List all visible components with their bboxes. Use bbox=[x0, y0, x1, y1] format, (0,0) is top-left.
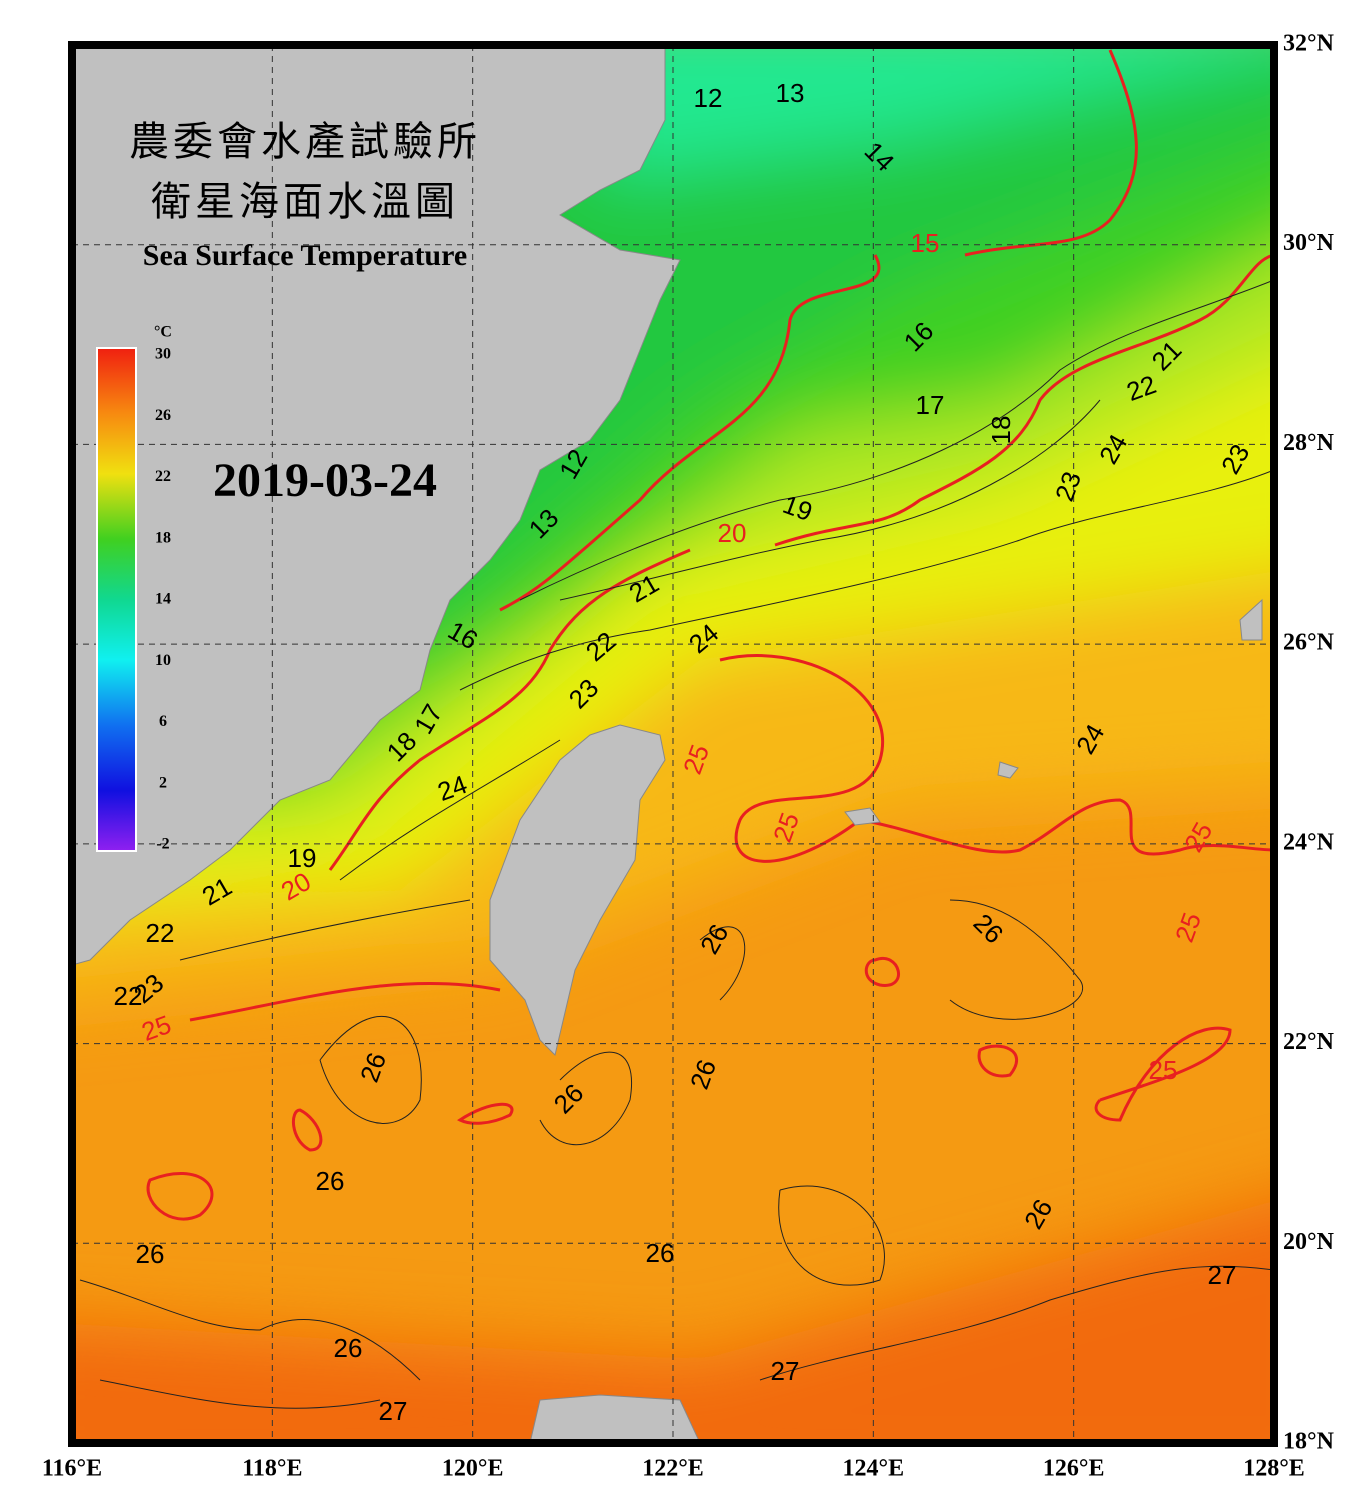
x-tick-label: 126°E bbox=[1043, 1456, 1105, 1482]
y-tick-label: 32°N bbox=[1283, 31, 1335, 57]
y-tick-label: 20°N bbox=[1283, 1229, 1335, 1255]
contour-label: 26 bbox=[646, 1238, 675, 1268]
colorbar-tick-label: 30 bbox=[155, 346, 171, 363]
x-tick-label: 124°E bbox=[843, 1456, 905, 1482]
contour-label: 22 bbox=[146, 918, 175, 948]
colorbar-tick-label: -2 bbox=[156, 836, 169, 853]
y-tick-label: 22°N bbox=[1283, 1029, 1335, 1055]
contour-label: 26 bbox=[316, 1166, 345, 1196]
y-tick-label: 30°N bbox=[1283, 230, 1335, 256]
contour-label: 27 bbox=[1208, 1260, 1237, 1290]
contour-label: 15 bbox=[911, 228, 940, 258]
colorbar-tick-label: 22 bbox=[155, 468, 171, 485]
x-tick-label: 128°E bbox=[1243, 1456, 1305, 1482]
contour-label: 12 bbox=[694, 83, 723, 113]
map-frame bbox=[68, 41, 1278, 1447]
y-tick-label: 18°N bbox=[1283, 1429, 1335, 1455]
colorbar-tick-label: 14 bbox=[155, 591, 171, 608]
contour-label: 27 bbox=[771, 1356, 800, 1386]
y-tick-label: 24°N bbox=[1283, 829, 1335, 855]
contour-label: 17 bbox=[916, 390, 945, 420]
colorbar-tick-label: 10 bbox=[155, 652, 171, 669]
contour-label: 25 bbox=[1149, 1055, 1178, 1085]
title-zh: 農委會水產試驗所 bbox=[129, 119, 481, 165]
title-en: Sea Surface Temperature bbox=[143, 239, 467, 272]
x-tick-label: 120°E bbox=[442, 1456, 504, 1482]
title-zh: 衛星海面水溫圖 bbox=[151, 179, 459, 225]
x-tick-label: 122°E bbox=[642, 1456, 704, 1482]
contour-label: 26 bbox=[136, 1239, 165, 1269]
colorbar-tick-label: 18 bbox=[155, 529, 171, 546]
contour-label: 18 bbox=[986, 416, 1016, 445]
contour-label: 27 bbox=[379, 1396, 408, 1426]
x-tick-label: 118°E bbox=[242, 1456, 302, 1482]
colorbar bbox=[96, 347, 137, 852]
contour-label: 20 bbox=[718, 518, 747, 548]
contour-label: 26 bbox=[334, 1333, 363, 1363]
colorbar-tick-label: 26 bbox=[155, 407, 171, 424]
x-tick-label: 116°E bbox=[42, 1456, 102, 1482]
colorbar-tick-label: 6 bbox=[159, 713, 167, 730]
colorbar-unit: °C bbox=[154, 324, 172, 341]
date: 2019-03-24 bbox=[213, 454, 437, 507]
contour-label: 19 bbox=[288, 843, 317, 873]
contour-label: 22 bbox=[114, 981, 143, 1011]
contour-label: 13 bbox=[776, 78, 805, 108]
colorbar-tick-label: 2 bbox=[159, 774, 167, 791]
y-tick-label: 26°N bbox=[1283, 630, 1335, 656]
y-tick-label: 28°N bbox=[1283, 430, 1335, 456]
